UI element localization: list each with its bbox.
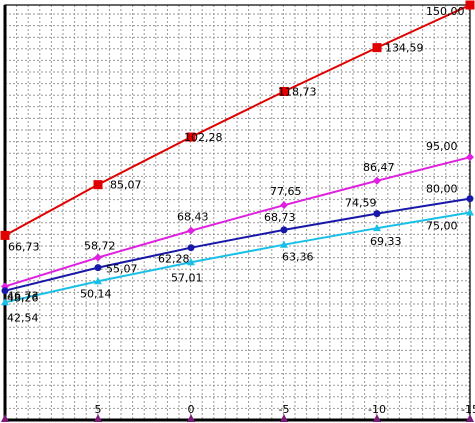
data-point-s1-5 <box>372 43 382 53</box>
data-label-s2-4: 77,65 <box>270 185 302 198</box>
data-label-s1-4: 118,73 <box>278 86 317 99</box>
data-label-s3-3: 62,28 <box>158 253 190 266</box>
series-line-4 <box>4 211 471 304</box>
data-label-s2-1: 48,26 <box>7 291 39 304</box>
x-tick-labels: 5 0 -5 -10 -15 <box>95 403 475 416</box>
data-labels: 66,73 85,07 102,28 118,73 134,59 150,00 48,26 5… <box>7 5 465 324</box>
x-tick-label: -10 <box>368 403 386 416</box>
data-point-s2-5 <box>373 176 381 185</box>
x-tick-label: 5 <box>95 403 102 416</box>
x-tick-marker <box>466 414 474 422</box>
x-tick-marker <box>373 414 381 422</box>
x-tick-marker <box>187 414 195 422</box>
data-point-s1-6 <box>465 0 475 10</box>
data-point-s4-1 <box>1 298 9 306</box>
data-point-s4-6 <box>466 208 474 216</box>
data-label-s4-4: 63,36 <box>282 251 314 264</box>
data-label-s4-1: 42,54 <box>7 311 39 324</box>
data-label-s1-1: 66,73 <box>8 240 40 253</box>
data-label-s1-2: 85,07 <box>110 179 142 192</box>
data-label-s2-6: 95,00 <box>426 140 458 153</box>
data-label-s3-5: 74,59 <box>345 197 377 210</box>
data-label-s3-6: 80,00 <box>426 183 458 196</box>
data-label-s2-5: 86,47 <box>363 161 395 174</box>
data-label-s4-2: 50,14 <box>80 287 112 300</box>
data-point-s1-2 <box>93 180 103 190</box>
data-label-s1-6: 150,00 <box>426 5 465 18</box>
data-point-s1-4 <box>279 87 289 97</box>
data-point-s2-4 <box>280 201 288 210</box>
data-point-s2-3 <box>187 226 195 235</box>
series-group <box>0 0 475 306</box>
x-tick-marker <box>94 414 102 422</box>
data-point-s3-5 <box>373 210 381 218</box>
series-line-1 <box>4 4 471 237</box>
x-tick-label: -5 <box>279 403 290 416</box>
data-point-s4-2 <box>94 277 102 285</box>
series-line-2 <box>4 156 471 288</box>
data-point-s1-1 <box>0 230 10 240</box>
data-label-s2-2: 58,72 <box>84 240 116 253</box>
data-label-s3-1: 46,73 <box>7 290 39 303</box>
data-point-s3-3 <box>187 244 195 252</box>
data-point-s4-3 <box>187 258 195 266</box>
x-tick-marker <box>1 414 9 422</box>
data-label-s4-3: 57,01 <box>171 271 203 284</box>
data-label-s1-3: 102,28 <box>184 131 223 144</box>
data-label-s1-5: 134,59 <box>385 42 424 55</box>
data-label-s4-6: 75,00 <box>426 220 458 233</box>
data-label-s3-4: 68,73 <box>264 211 296 224</box>
data-point-s3-6 <box>466 195 474 203</box>
data-point-s1-3 <box>186 132 196 142</box>
x-tick-label: 0 <box>188 403 195 416</box>
data-label-s2-3: 68,43 <box>177 211 209 224</box>
data-point-s2-6 <box>466 153 474 162</box>
data-point-s3-4 <box>280 226 288 234</box>
grid <box>5 5 470 420</box>
data-point-s3-1 <box>1 287 9 295</box>
data-point-s3-2 <box>94 264 102 272</box>
data-label-s4-5: 69,33 <box>370 235 402 248</box>
data-point-s2-2 <box>94 253 102 262</box>
data-point-s4-5 <box>373 224 381 232</box>
x-tick-marker <box>280 414 288 422</box>
series-line-3 <box>4 197 471 292</box>
data-label-s3-2: 55,07 <box>106 263 138 276</box>
x-tick-label: -15 <box>461 403 475 416</box>
data-point-s4-4 <box>280 240 288 248</box>
